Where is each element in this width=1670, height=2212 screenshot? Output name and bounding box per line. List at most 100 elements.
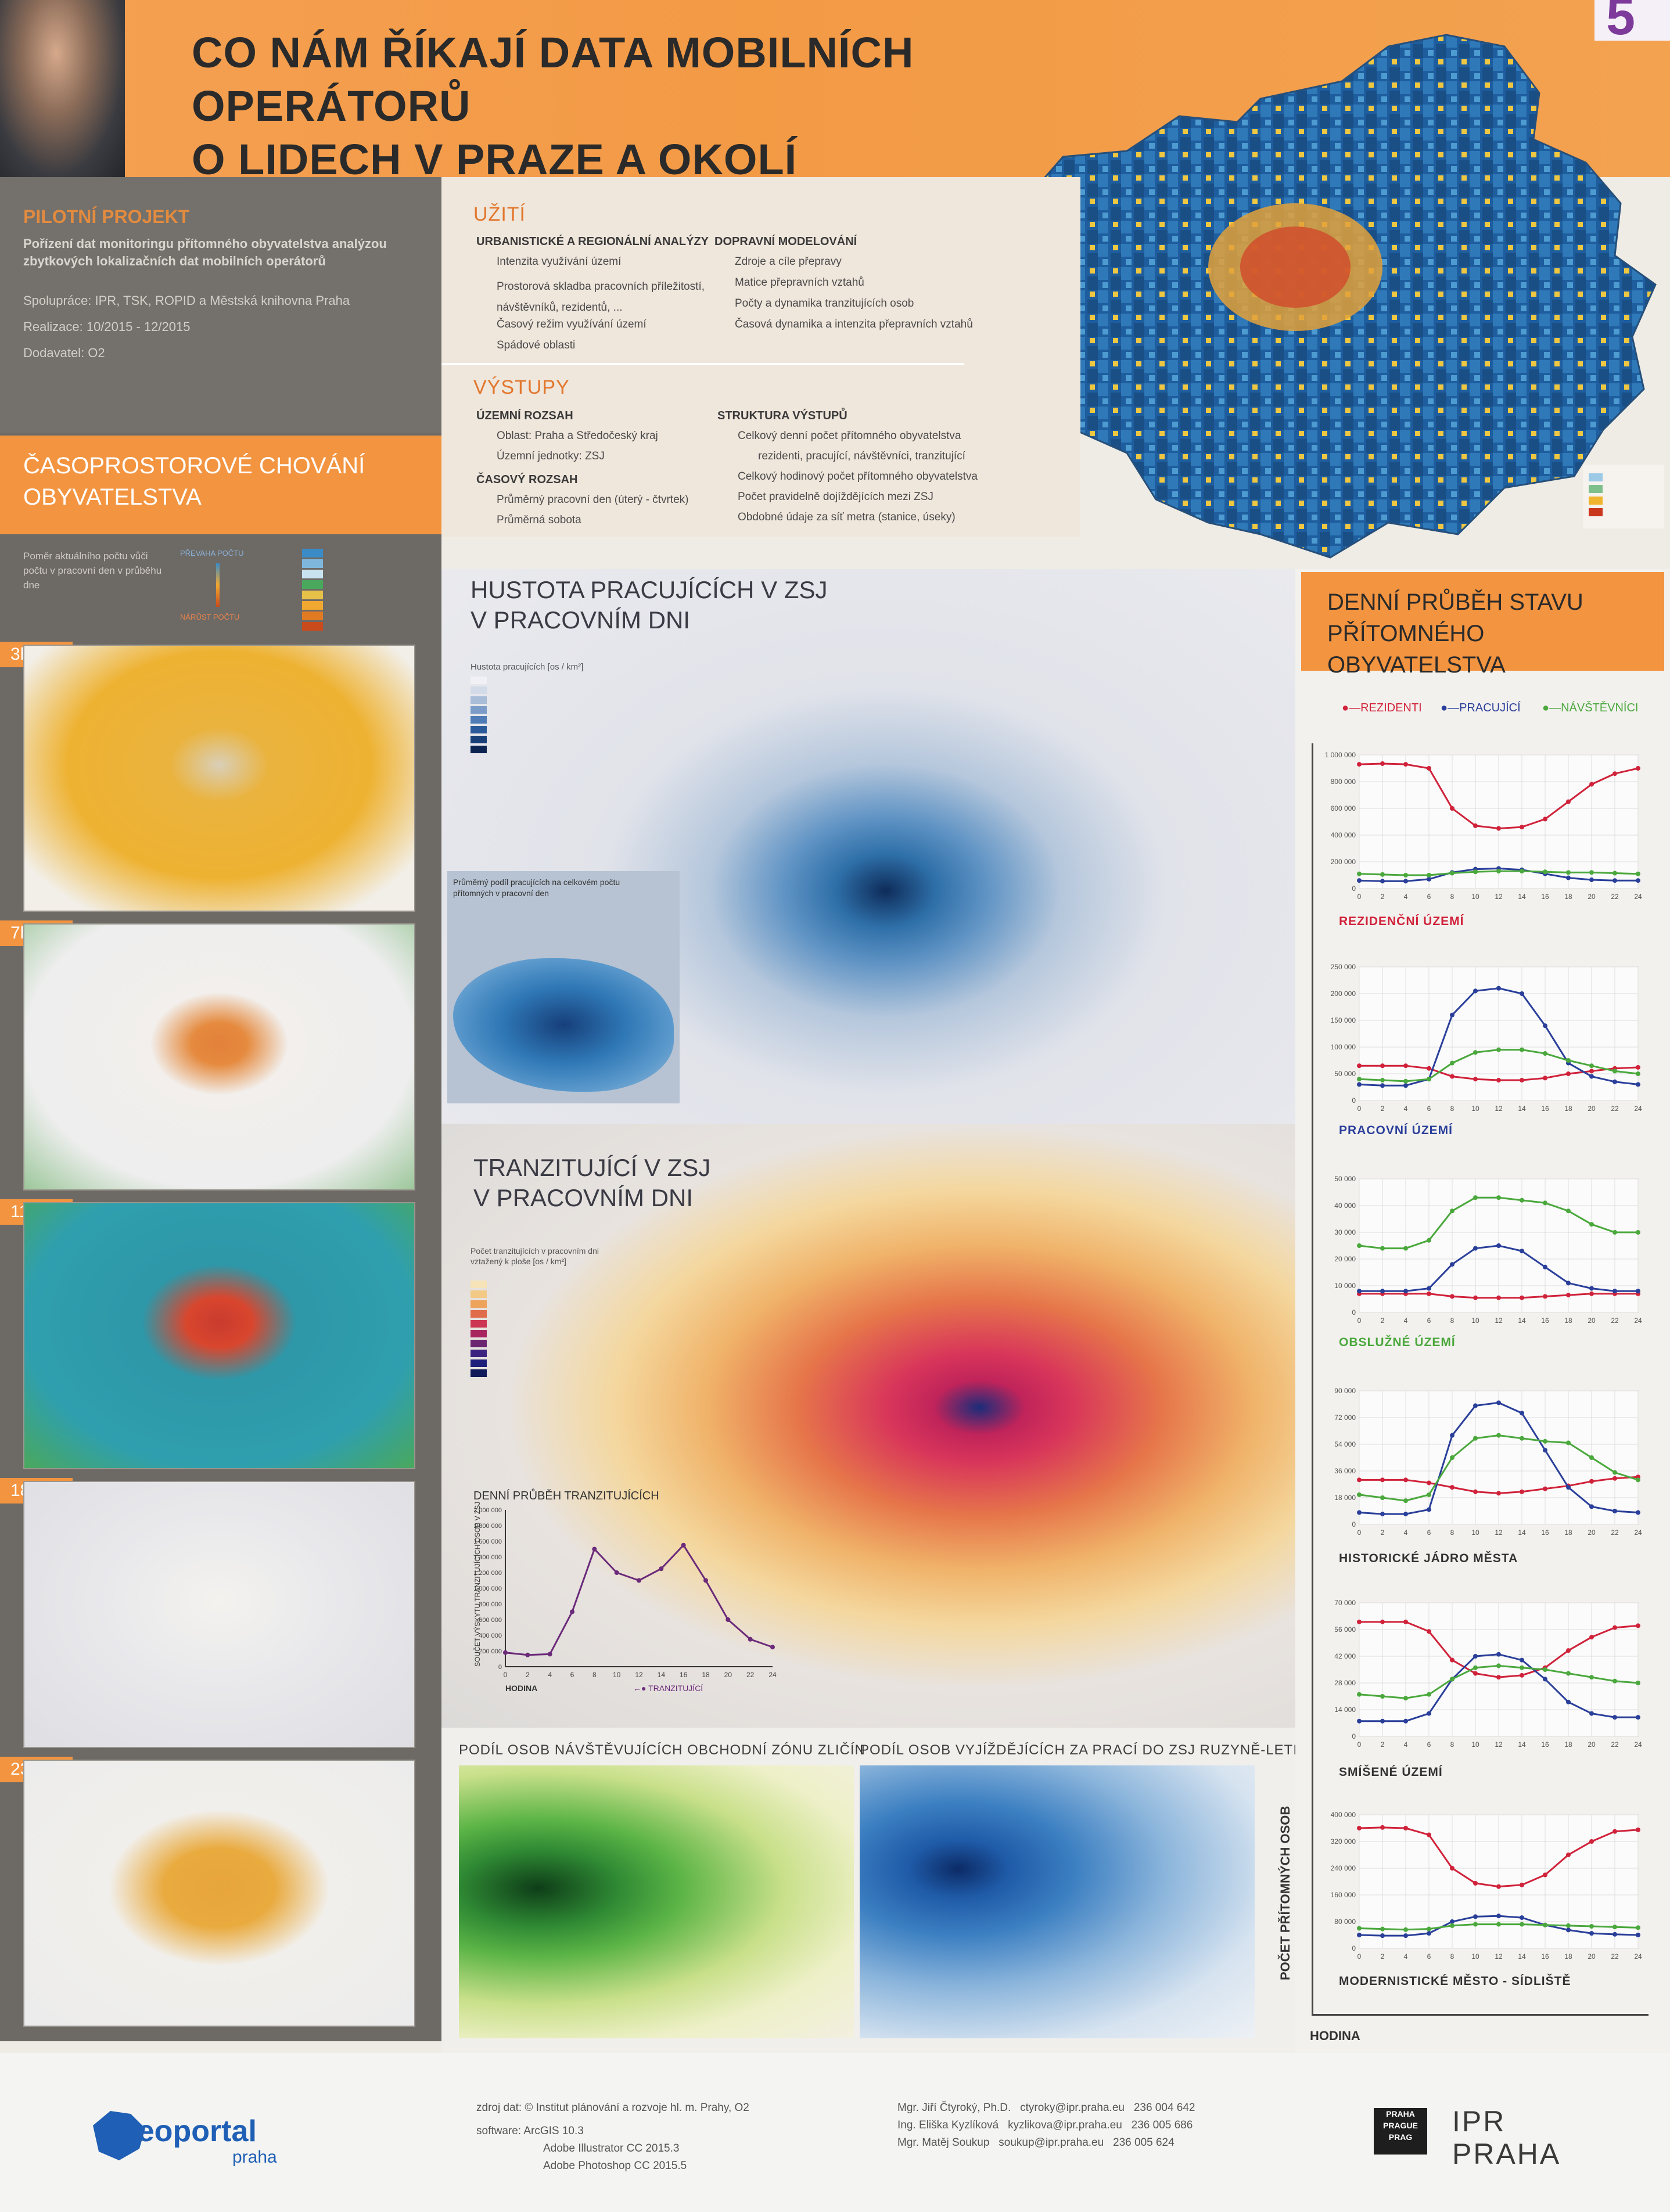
chovani-header bbox=[0, 436, 441, 534]
x-tick-label: 24 bbox=[1634, 893, 1642, 901]
big-x-axis bbox=[1312, 2014, 1649, 2016]
legend-swatch bbox=[471, 1350, 487, 1357]
outputs-item: Průměrný pracovní den (úterý - čtvrtek) bbox=[497, 494, 689, 506]
outputs-head3: STRUKTURA VÝSTUPŮ bbox=[717, 409, 847, 422]
density-title-line2: V PRACOVNÍM DNI bbox=[471, 606, 691, 634]
y-tick-label: 0 bbox=[1352, 1732, 1356, 1740]
legend-swatch bbox=[471, 746, 487, 753]
data-point bbox=[681, 1542, 686, 1548]
data-point bbox=[547, 1652, 552, 1657]
x-tick-label: 16 bbox=[1541, 1317, 1549, 1325]
x-tick-label: 22 bbox=[1611, 1317, 1619, 1325]
data-point bbox=[1450, 1012, 1454, 1017]
tranzit-series-line bbox=[505, 1544, 773, 1656]
y-tick-label: 400 000 bbox=[1331, 1811, 1356, 1819]
data-point bbox=[637, 1578, 641, 1583]
data-point bbox=[1473, 1880, 1478, 1886]
region-map-top bbox=[981, 34, 1664, 559]
map-18h bbox=[23, 1481, 415, 1748]
data-point bbox=[1450, 1866, 1454, 1871]
y-tick-label: 250 000 bbox=[1331, 963, 1356, 971]
data-point bbox=[1380, 1933, 1385, 1938]
x-tick-label: 14 bbox=[1518, 893, 1526, 901]
data-point bbox=[1612, 1509, 1617, 1513]
data-point bbox=[1520, 1295, 1524, 1300]
legend-swatch bbox=[471, 1281, 487, 1288]
data-point bbox=[1427, 876, 1431, 882]
x-tick-label: 0 bbox=[1357, 1105, 1362, 1113]
y-tick-label: 0 bbox=[498, 1664, 502, 1671]
data-point bbox=[1612, 1069, 1617, 1074]
data-point bbox=[1612, 1476, 1617, 1481]
author-name: Mgr. Jiří Čtyroký, Ph.D. bbox=[897, 2102, 1011, 2114]
x-tick-label: 12 bbox=[1495, 1740, 1503, 1749]
y-tick-label: 800 000 bbox=[1331, 778, 1356, 786]
data-point bbox=[1496, 1047, 1501, 1052]
data-point bbox=[1636, 878, 1640, 883]
data-point bbox=[1427, 1492, 1431, 1497]
x-tick-label: 22 bbox=[1611, 1105, 1619, 1113]
footer-software-line: software: ArcGIS 10.3 bbox=[476, 2125, 584, 2137]
data-point bbox=[1357, 1289, 1362, 1294]
x-tick-label: 2 bbox=[1381, 1740, 1385, 1749]
legend-swatch bbox=[471, 677, 487, 684]
data-point bbox=[1520, 1882, 1524, 1887]
y-tick-label: 1 400 000 bbox=[473, 1554, 502, 1561]
x-tick-label: 0 bbox=[1357, 1740, 1362, 1749]
x-tick-label: 24 bbox=[1634, 1740, 1642, 1749]
data-point bbox=[1403, 1246, 1408, 1251]
data-point bbox=[1357, 1077, 1362, 1082]
y-axis-label: POČET PŘÍTOMNÝCH OSOB bbox=[1278, 1805, 1292, 1980]
data-point bbox=[1380, 1926, 1385, 1932]
legend-swatch bbox=[471, 1369, 487, 1377]
chovani-legend-bottom: NÁRŮST POČTU bbox=[180, 613, 240, 621]
corner-tag: 5 bbox=[1594, 0, 1670, 46]
x-tick-label: 22 bbox=[1611, 1952, 1619, 1961]
y-tick-label: 56 000 bbox=[1334, 1625, 1356, 1634]
outputs-list3: Celkový denní počet přítomného obyvatels… bbox=[738, 430, 1005, 531]
usage-col2-list: Zdroje a cíle přepravy Matice přepravníc… bbox=[735, 256, 1002, 339]
x-tick-label: 0 bbox=[1357, 893, 1362, 901]
data-point bbox=[1473, 869, 1478, 875]
usage-item: Časová dynamika a intenzita přepravních … bbox=[735, 318, 973, 330]
y-tick-label: 0 bbox=[1352, 1944, 1356, 1952]
data-point bbox=[1589, 1711, 1594, 1716]
data-point bbox=[1496, 1400, 1501, 1405]
data-point bbox=[1589, 1455, 1594, 1460]
legend-swatch bbox=[471, 726, 487, 733]
data-point bbox=[1520, 1922, 1524, 1927]
pilot-item: Spolupráce: IPR, TSK, ROPID a Městská kn… bbox=[23, 293, 350, 308]
data-point bbox=[1427, 1286, 1431, 1291]
data-point bbox=[1473, 988, 1478, 994]
data-point bbox=[1357, 762, 1362, 767]
legend-swatch bbox=[471, 1320, 487, 1328]
legend-swatch bbox=[471, 736, 487, 743]
density-title-line1: HUSTOTA PRACUJÍCÍCH V ZSJ bbox=[471, 576, 828, 603]
data-point bbox=[770, 1645, 775, 1650]
x-tick-label: 4 bbox=[1404, 1105, 1408, 1113]
y-tick-label: 200 000 bbox=[479, 1648, 502, 1655]
y-tick-label: 54 000 bbox=[1334, 1440, 1356, 1448]
data-point bbox=[1589, 1222, 1594, 1227]
data-point bbox=[703, 1578, 708, 1583]
data-point bbox=[1496, 1195, 1501, 1200]
geoportal-sub: praha bbox=[232, 2148, 277, 2167]
data-point bbox=[1357, 1718, 1362, 1724]
data-point bbox=[1403, 1289, 1408, 1294]
data-point bbox=[1566, 799, 1571, 804]
x-tick-label: 2 bbox=[1381, 893, 1385, 901]
usage-item: Spádové oblasti bbox=[497, 339, 576, 351]
data-point bbox=[1427, 1291, 1431, 1296]
footer-source: zdroj dat: © Institut plánování a rozvoj… bbox=[476, 2102, 749, 2114]
x-tick-label: 12 bbox=[1495, 1317, 1503, 1325]
y-tick-label: 200 000 bbox=[1331, 990, 1356, 998]
data-point bbox=[1566, 1671, 1571, 1676]
ipr-logo: IPR PRAHA bbox=[1452, 2105, 1561, 2170]
chovani-legend-text: Poměr aktuálního počtu vůči počtu v prac… bbox=[23, 551, 162, 591]
y-tick-label: 0 bbox=[1352, 1096, 1356, 1105]
x-tick-label: 20 bbox=[1588, 1317, 1596, 1325]
data-point bbox=[1566, 1293, 1571, 1298]
x-tick-label: 16 bbox=[1541, 1528, 1549, 1537]
